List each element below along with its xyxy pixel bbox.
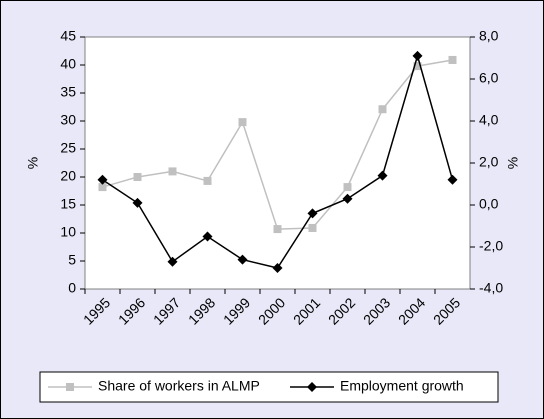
marker bbox=[307, 382, 317, 392]
y2-tick-label: 0,0 bbox=[479, 196, 499, 212]
y-tick-label: 5 bbox=[68, 252, 76, 268]
y2-tick-label: -2,0 bbox=[479, 238, 503, 254]
y-tick-label: 30 bbox=[60, 112, 76, 128]
y-tick-label: 40 bbox=[60, 56, 76, 72]
y2-tick-label: 2,0 bbox=[479, 154, 499, 170]
y2-tick-label: -4,0 bbox=[479, 280, 503, 296]
marker bbox=[98, 183, 107, 192]
marker bbox=[273, 225, 282, 234]
y2-axis-label: % bbox=[505, 157, 521, 169]
y-tick-label: 20 bbox=[60, 168, 76, 184]
y-tick-label: 45 bbox=[60, 28, 76, 44]
marker bbox=[412, 50, 423, 61]
y-tick-label: 15 bbox=[60, 196, 76, 212]
marker bbox=[167, 256, 178, 267]
marker bbox=[202, 231, 213, 242]
marker bbox=[447, 174, 458, 185]
marker bbox=[203, 176, 212, 185]
marker bbox=[448, 55, 457, 64]
y-tick-label: 25 bbox=[60, 140, 76, 156]
y-axis-label: % bbox=[25, 157, 41, 169]
legend-label: Share of workers in ALMP bbox=[98, 378, 260, 394]
marker bbox=[238, 118, 247, 127]
marker bbox=[66, 383, 74, 391]
y2-tick-label: 4,0 bbox=[479, 112, 499, 128]
legend-label: Employment growth bbox=[340, 378, 464, 394]
y2-tick-label: 6,0 bbox=[479, 70, 499, 86]
marker bbox=[342, 193, 353, 204]
marker bbox=[378, 105, 387, 114]
y2-tick-label: 8,0 bbox=[479, 28, 499, 44]
marker bbox=[307, 208, 318, 219]
y-tick-label: 35 bbox=[60, 84, 76, 100]
legend bbox=[39, 371, 499, 403]
marker bbox=[168, 167, 177, 176]
marker bbox=[308, 223, 317, 232]
marker bbox=[272, 263, 283, 273]
marker bbox=[237, 254, 248, 265]
plot-area bbox=[84, 36, 471, 290]
marker bbox=[97, 174, 108, 185]
marker bbox=[377, 170, 388, 181]
marker bbox=[133, 173, 142, 181]
marker bbox=[343, 183, 352, 192]
y-tick-label: 0 bbox=[68, 280, 76, 296]
marker bbox=[132, 197, 143, 208]
marker bbox=[413, 62, 422, 71]
y-tick-label: 10 bbox=[60, 224, 76, 240]
